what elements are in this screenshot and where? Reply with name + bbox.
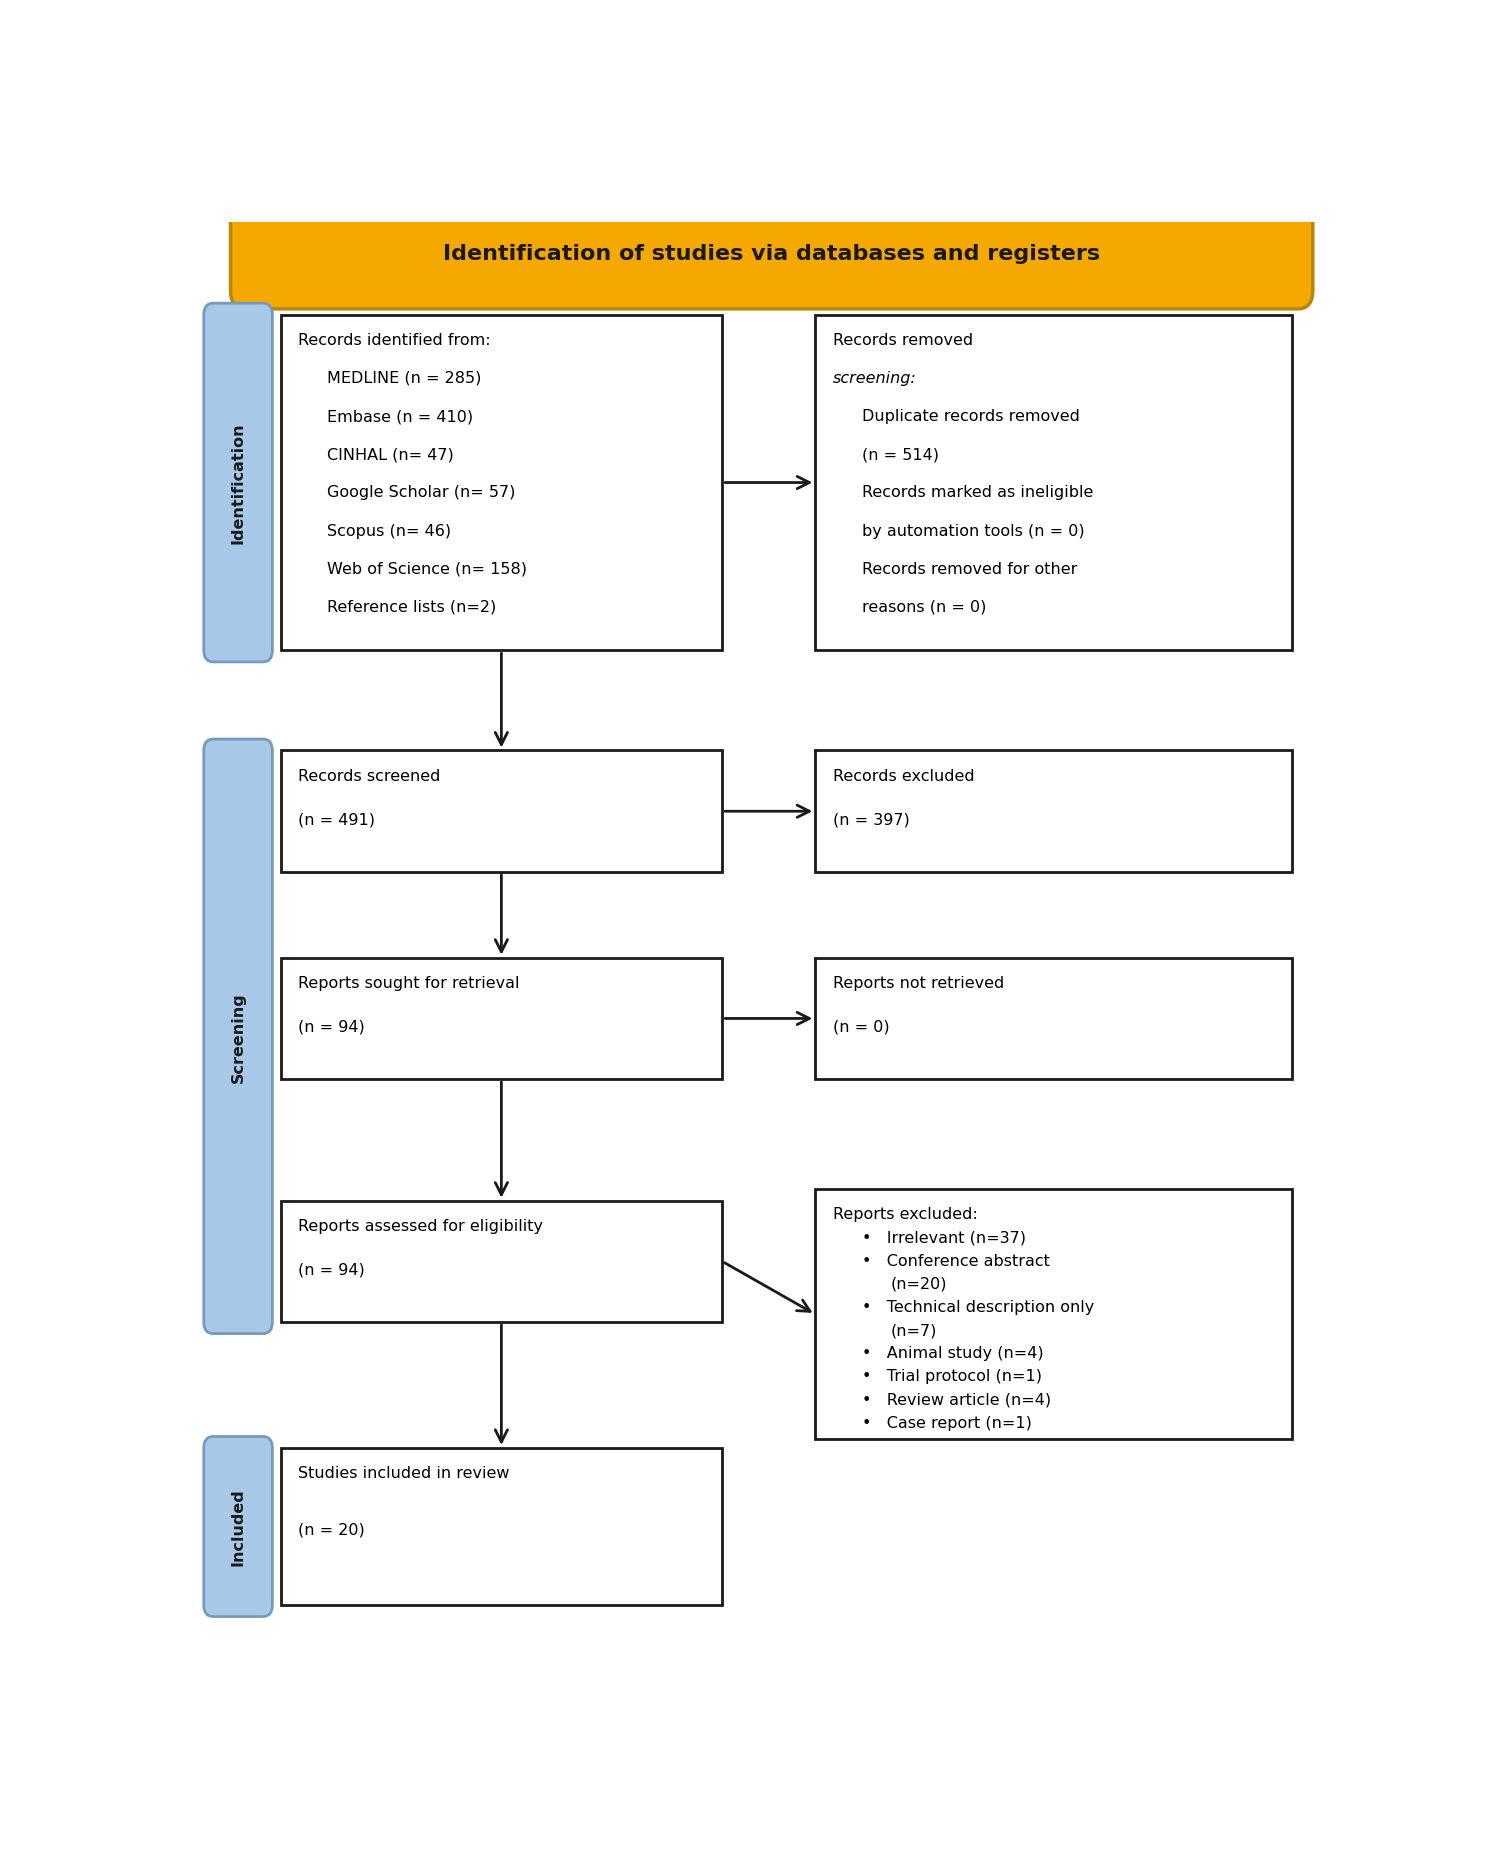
Text: Web of Science (n= 158): Web of Science (n= 158) — [327, 562, 526, 577]
Text: Identification of studies via databases and registers: Identification of studies via databases … — [442, 245, 1100, 263]
Text: Records removed for other: Records removed for other — [861, 562, 1077, 577]
Text: Records removed: Records removed — [833, 332, 978, 347]
Text: Reports excluded:: Reports excluded: — [833, 1208, 978, 1222]
Text: Reports not retrieved: Reports not retrieved — [833, 976, 1004, 991]
Text: Embase (n = 410): Embase (n = 410) — [327, 408, 472, 423]
Text: (n = 514): (n = 514) — [861, 447, 939, 462]
Text: •   Technical description only: • Technical description only — [861, 1298, 1094, 1315]
Text: Duplicate records removed: Duplicate records removed — [861, 408, 1080, 423]
Text: •   Case report (n=1): • Case report (n=1) — [861, 1415, 1032, 1430]
FancyBboxPatch shape — [204, 1436, 273, 1618]
Text: •   Review article (n=4): • Review article (n=4) — [861, 1391, 1052, 1406]
Text: •   Animal study (n=4): • Animal study (n=4) — [861, 1345, 1044, 1360]
Text: CINHAL (n= 47): CINHAL (n= 47) — [327, 447, 453, 462]
Text: Records screened: Records screened — [298, 768, 441, 783]
Text: Google Scholar (n= 57): Google Scholar (n= 57) — [327, 486, 516, 501]
Text: (n = 94): (n = 94) — [298, 1261, 364, 1276]
FancyBboxPatch shape — [280, 959, 723, 1080]
Text: Identification: Identification — [231, 423, 246, 544]
Text: Reports assessed for eligibility: Reports assessed for eligibility — [298, 1219, 543, 1234]
Text: Reference lists (n=2): Reference lists (n=2) — [327, 599, 496, 614]
Text: (n = 397): (n = 397) — [833, 812, 909, 827]
Text: (n = 20): (n = 20) — [298, 1521, 364, 1536]
Text: (n=7): (n=7) — [891, 1323, 938, 1337]
Text: Included: Included — [231, 1488, 246, 1566]
Text: (n = 0): (n = 0) — [833, 1018, 890, 1033]
FancyBboxPatch shape — [816, 1189, 1292, 1439]
Text: (n = 94): (n = 94) — [298, 1018, 364, 1033]
Text: Studies included in review: Studies included in review — [298, 1465, 510, 1480]
Text: reasons (n = 0): reasons (n = 0) — [861, 599, 986, 614]
Text: by automation tools (n = 0): by automation tools (n = 0) — [861, 523, 1084, 538]
Text: Screening: Screening — [231, 991, 246, 1081]
Text: •   Conference abstract: • Conference abstract — [861, 1252, 1050, 1269]
FancyBboxPatch shape — [280, 1449, 723, 1605]
FancyBboxPatch shape — [816, 315, 1292, 651]
FancyBboxPatch shape — [231, 198, 1312, 310]
Text: Records identified from:: Records identified from: — [298, 332, 490, 347]
Text: screening:: screening: — [833, 371, 916, 386]
Text: Records marked as ineligible: Records marked as ineligible — [861, 486, 1094, 501]
FancyBboxPatch shape — [280, 751, 723, 872]
FancyBboxPatch shape — [204, 304, 273, 662]
Text: MEDLINE (n = 285): MEDLINE (n = 285) — [327, 371, 482, 386]
Text: •   Trial protocol (n=1): • Trial protocol (n=1) — [861, 1369, 1041, 1384]
Text: Records excluded: Records excluded — [833, 768, 975, 783]
Text: (n = 491): (n = 491) — [298, 812, 375, 827]
Text: •   Irrelevant (n=37): • Irrelevant (n=37) — [861, 1230, 1026, 1245]
Text: (n=20): (n=20) — [891, 1276, 948, 1291]
FancyBboxPatch shape — [280, 315, 723, 651]
FancyBboxPatch shape — [204, 740, 273, 1334]
FancyBboxPatch shape — [816, 751, 1292, 872]
Text: Reports sought for retrieval: Reports sought for retrieval — [298, 976, 519, 991]
FancyBboxPatch shape — [280, 1200, 723, 1323]
FancyBboxPatch shape — [816, 959, 1292, 1080]
Text: Scopus (n= 46): Scopus (n= 46) — [327, 523, 452, 538]
